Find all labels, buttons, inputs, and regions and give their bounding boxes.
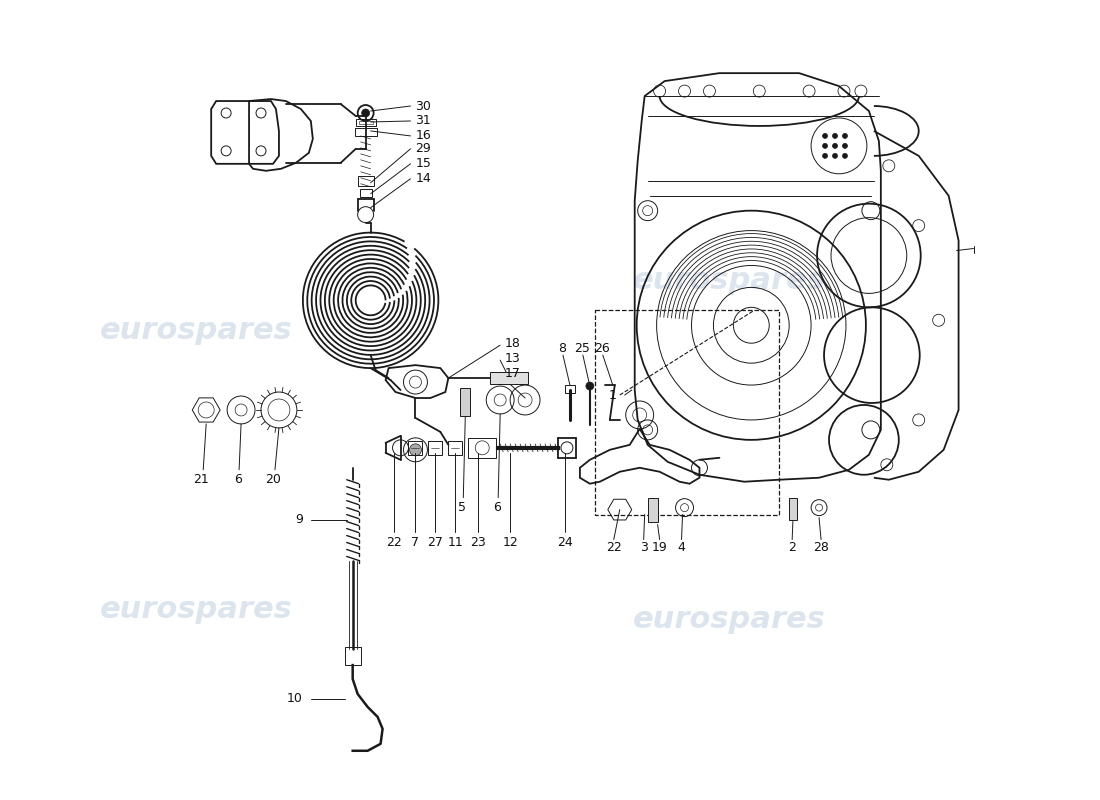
Text: 22: 22 xyxy=(386,536,402,549)
Text: 13: 13 xyxy=(505,352,521,365)
Text: 10: 10 xyxy=(287,693,303,706)
Bar xyxy=(789,498,797,519)
Circle shape xyxy=(833,143,837,148)
Bar xyxy=(354,128,376,136)
Text: 15: 15 xyxy=(416,158,431,170)
Text: 2: 2 xyxy=(789,541,796,554)
Text: 3: 3 xyxy=(640,541,648,554)
Bar xyxy=(358,176,374,186)
Text: 1: 1 xyxy=(609,389,617,402)
Text: 21: 21 xyxy=(194,474,209,486)
Bar xyxy=(565,385,575,393)
Text: 27: 27 xyxy=(428,536,443,549)
Bar xyxy=(595,310,779,514)
Circle shape xyxy=(843,134,847,138)
Text: 23: 23 xyxy=(471,536,486,549)
Circle shape xyxy=(409,444,421,456)
Text: eurospares: eurospares xyxy=(632,266,826,295)
Bar xyxy=(449,441,462,455)
Text: 31: 31 xyxy=(416,114,431,127)
Text: 25: 25 xyxy=(574,342,590,354)
Text: 17: 17 xyxy=(505,366,521,379)
Bar xyxy=(408,441,422,455)
Text: 14: 14 xyxy=(416,172,431,186)
Bar xyxy=(355,119,375,126)
Text: 8: 8 xyxy=(558,342,566,354)
Text: 16: 16 xyxy=(416,130,431,142)
Circle shape xyxy=(843,154,847,158)
Text: 5: 5 xyxy=(459,501,466,514)
Circle shape xyxy=(833,134,837,138)
Text: 20: 20 xyxy=(265,474,280,486)
Circle shape xyxy=(833,154,837,158)
Bar xyxy=(648,498,658,522)
Text: 26: 26 xyxy=(594,342,609,354)
Text: 22: 22 xyxy=(606,541,621,554)
Text: 24: 24 xyxy=(557,536,573,549)
Text: eurospares: eurospares xyxy=(100,594,293,624)
Circle shape xyxy=(823,143,827,148)
Text: eurospares: eurospares xyxy=(100,316,293,345)
Text: 9: 9 xyxy=(295,513,302,526)
Text: 29: 29 xyxy=(416,142,431,155)
Bar xyxy=(460,388,471,416)
Text: 18: 18 xyxy=(505,337,521,350)
Circle shape xyxy=(586,382,594,390)
Bar xyxy=(344,647,361,665)
Text: 7: 7 xyxy=(411,536,419,549)
Circle shape xyxy=(823,134,827,138)
Circle shape xyxy=(362,109,370,117)
Circle shape xyxy=(823,154,827,158)
Text: 4: 4 xyxy=(678,541,685,554)
Text: 6: 6 xyxy=(234,474,242,486)
Bar xyxy=(360,189,372,197)
Text: 28: 28 xyxy=(813,541,829,554)
Bar xyxy=(491,372,528,384)
Text: eurospares: eurospares xyxy=(632,605,826,634)
Text: 19: 19 xyxy=(651,541,668,554)
Bar xyxy=(359,121,373,124)
Text: 11: 11 xyxy=(448,536,463,549)
Bar xyxy=(469,438,496,458)
Text: 6: 6 xyxy=(493,501,502,514)
Bar xyxy=(428,441,442,455)
Text: 12: 12 xyxy=(503,536,518,549)
Text: 30: 30 xyxy=(416,99,431,113)
Circle shape xyxy=(843,143,847,148)
